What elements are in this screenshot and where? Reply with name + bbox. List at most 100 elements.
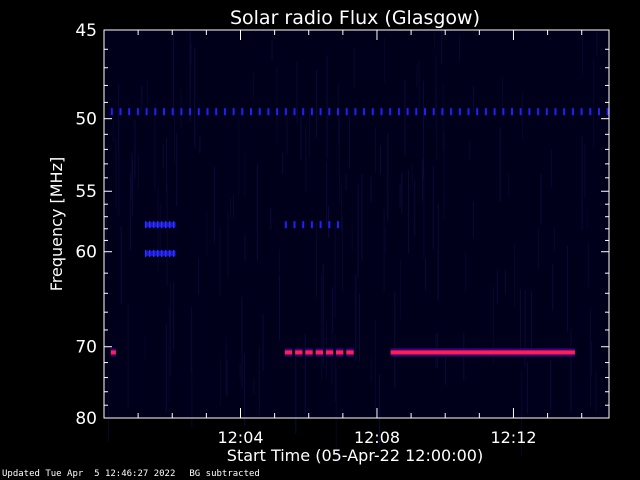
plot-area <box>104 30 609 418</box>
noise-streak <box>286 117 288 154</box>
noise-streak <box>169 283 171 376</box>
noise-streak <box>508 173 510 197</box>
noise-streak <box>432 166 434 249</box>
emission-dot <box>144 249 147 257</box>
noise-streak <box>176 133 178 207</box>
noise-streak <box>127 304 129 409</box>
x-tick-label: 12:04 <box>217 428 263 447</box>
noise-streak <box>527 362 528 414</box>
emission-band <box>390 350 575 355</box>
noise-streak <box>230 198 232 220</box>
noise-streak <box>357 184 359 279</box>
noise-streak <box>199 135 201 154</box>
y-axis-label: Frequency [MHz] <box>47 157 66 291</box>
emission-dot <box>606 108 609 116</box>
noise-streak <box>166 138 168 192</box>
noise-streak <box>239 362 241 379</box>
noise-streak <box>194 47 196 147</box>
noise-streak <box>335 366 337 462</box>
emission-band <box>305 350 313 355</box>
y-tick-label: 50 <box>75 110 97 130</box>
noise-streak <box>383 209 385 294</box>
noise-streak <box>593 58 595 149</box>
emission-dot <box>598 108 600 116</box>
noise-streak <box>441 31 443 65</box>
noise-streak <box>435 56 437 117</box>
noise-streak <box>320 273 322 358</box>
emission-dot <box>319 221 322 229</box>
noise-streak <box>433 32 435 50</box>
noise-streak <box>227 211 229 278</box>
noise-streak <box>551 149 552 188</box>
noise-streak <box>502 77 504 108</box>
noise-streak <box>399 260 401 320</box>
noise-streak <box>300 116 302 160</box>
emission-dot <box>493 108 496 116</box>
y-tick-label: 70 <box>75 338 97 358</box>
noise-streak <box>401 173 403 214</box>
noise-streak <box>567 245 569 332</box>
noise-streak <box>338 117 340 203</box>
emission-dot <box>310 108 313 116</box>
emission-dot <box>128 108 131 116</box>
emission-dot <box>136 108 139 116</box>
noise-streak <box>375 319 377 410</box>
emission-dot <box>554 108 557 116</box>
noise-streak <box>584 143 586 198</box>
noise-streak <box>442 85 444 151</box>
emission-dot <box>171 108 174 116</box>
noise-streak <box>168 306 170 402</box>
noise-streak <box>173 34 174 117</box>
emission-dot <box>484 108 487 116</box>
noise-streak <box>129 173 131 250</box>
noise-streak <box>538 228 539 270</box>
noise-streak <box>459 35 460 62</box>
emission-dot <box>156 221 159 229</box>
noise-streak <box>233 195 234 219</box>
noise-streak <box>322 263 324 365</box>
emission-dot <box>172 221 175 229</box>
noise-streak <box>118 83 120 163</box>
noise-streak <box>421 159 423 201</box>
emission-dot <box>232 108 235 116</box>
noise-streak <box>112 115 114 142</box>
noise-streak <box>437 203 439 301</box>
emission-dot <box>328 108 331 116</box>
emission-dot <box>302 108 305 116</box>
noise-streak <box>590 307 591 407</box>
emission-dot <box>172 249 175 257</box>
emission-dot <box>164 249 167 257</box>
noise-streak <box>463 333 465 381</box>
emission-dot <box>223 108 226 116</box>
emission-dot <box>363 108 366 116</box>
emission-dot <box>180 108 183 116</box>
x-tick-label: 12:08 <box>354 428 400 447</box>
emission-dot <box>571 108 574 116</box>
noise-streak <box>499 127 501 202</box>
noise-streak <box>416 64 418 88</box>
noise-streak <box>244 353 245 426</box>
noise-streak <box>304 334 306 415</box>
noise-streak <box>259 345 260 415</box>
noise-streak <box>328 206 329 229</box>
emission-dot <box>389 108 392 116</box>
emission-dot <box>206 108 209 116</box>
emission-dot <box>310 221 313 229</box>
noise-streak <box>296 61 298 124</box>
noise-streak <box>519 288 521 352</box>
noise-streak <box>414 180 416 237</box>
emission-band <box>295 350 303 355</box>
noise-streak <box>219 358 221 406</box>
emission-dot <box>502 108 505 116</box>
noise-streak <box>596 31 598 56</box>
noise-streak <box>190 43 192 66</box>
noise-streak <box>257 164 258 261</box>
noise-streak <box>226 360 228 397</box>
emission-dot <box>160 249 163 257</box>
emission-dot <box>250 108 252 116</box>
emission-dot <box>152 221 155 229</box>
noise-streak <box>244 152 246 197</box>
emission-dot <box>545 108 548 116</box>
noise-streak <box>262 314 264 371</box>
